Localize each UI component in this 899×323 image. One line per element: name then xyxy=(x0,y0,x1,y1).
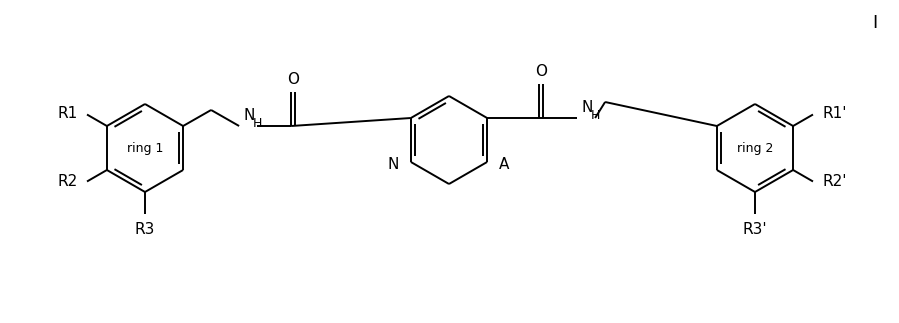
Text: A: A xyxy=(499,157,510,172)
Text: I: I xyxy=(872,14,877,32)
Text: ring 2: ring 2 xyxy=(737,141,773,154)
Text: H: H xyxy=(592,109,601,122)
Text: R1': R1' xyxy=(823,106,847,120)
Text: O: O xyxy=(535,64,547,78)
Text: N: N xyxy=(581,100,592,115)
Text: O: O xyxy=(287,71,299,87)
Text: ring 1: ring 1 xyxy=(127,141,164,154)
Text: R1: R1 xyxy=(58,106,78,120)
Text: R2': R2' xyxy=(823,173,847,189)
Text: N: N xyxy=(387,157,399,172)
Text: R3': R3' xyxy=(743,222,768,237)
Text: R3: R3 xyxy=(135,222,156,237)
Text: R2: R2 xyxy=(58,173,78,189)
Text: H: H xyxy=(254,117,263,130)
Text: N: N xyxy=(243,108,254,123)
